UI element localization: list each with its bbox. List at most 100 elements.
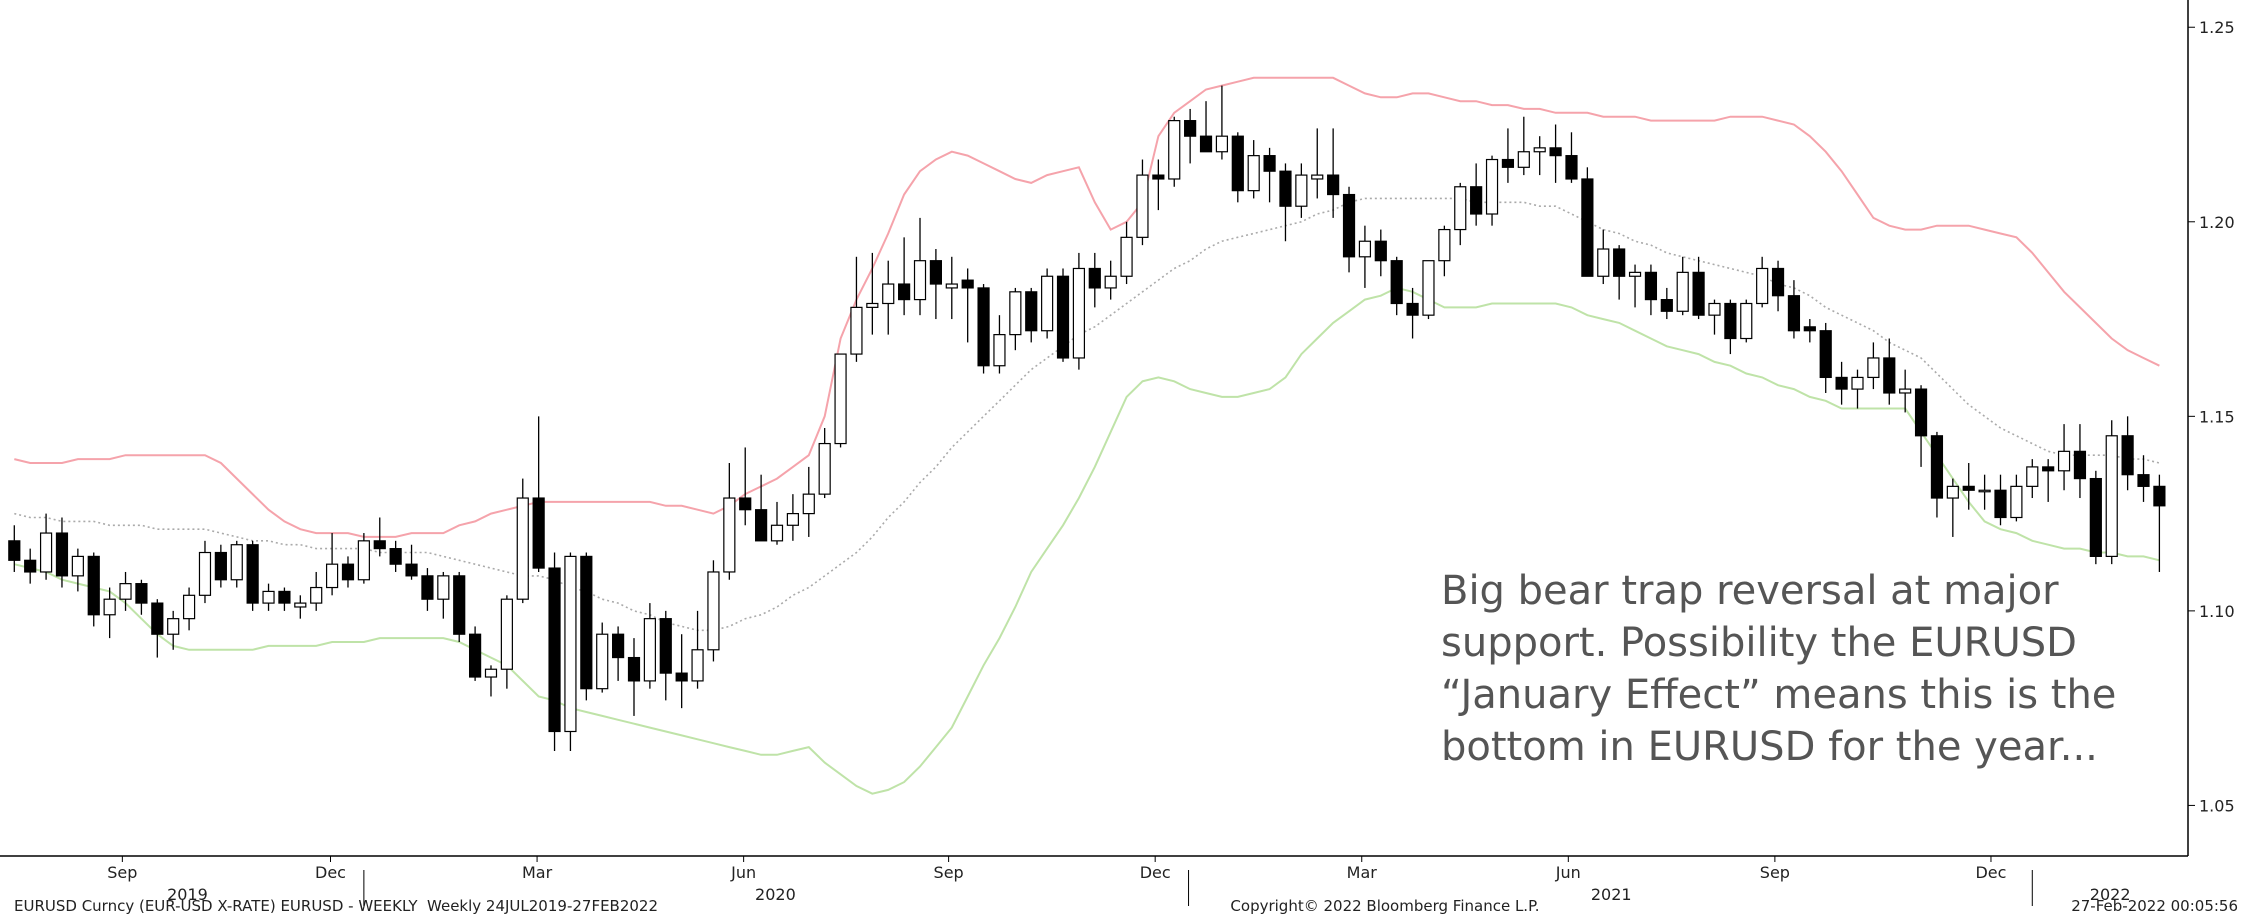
candle-body bbox=[341, 563, 355, 581]
candle-body bbox=[1835, 376, 1848, 390]
candle-body bbox=[1613, 248, 1626, 277]
x-tick-label: Sep bbox=[934, 863, 964, 882]
candle-body bbox=[1470, 186, 1483, 215]
candle-body bbox=[1946, 485, 1959, 499]
candle-body bbox=[882, 283, 895, 305]
year-label: 2021 bbox=[1591, 885, 1632, 904]
candle-body bbox=[500, 598, 513, 670]
candle-body bbox=[1914, 388, 1928, 437]
candle-body bbox=[1072, 267, 1086, 359]
candle-body bbox=[1899, 388, 1912, 394]
y-tick-label: 1.15 bbox=[2199, 407, 2235, 426]
candle-body bbox=[659, 618, 672, 674]
candle-body bbox=[866, 302, 879, 308]
candle-body bbox=[1025, 291, 1038, 332]
x-tick-label: Sep bbox=[107, 863, 137, 882]
x-tick-label: Mar bbox=[522, 863, 553, 882]
candle-body bbox=[802, 493, 815, 515]
candle-body bbox=[1422, 260, 1435, 316]
candle-body bbox=[913, 260, 927, 301]
candle-body bbox=[945, 283, 958, 289]
candle-body bbox=[1628, 271, 1642, 277]
candle-body bbox=[135, 583, 148, 604]
candle-body bbox=[977, 287, 990, 367]
x-tick-label: Mar bbox=[1347, 863, 1378, 882]
candle-body bbox=[1485, 158, 1499, 215]
candle-body bbox=[24, 559, 37, 573]
candle-body bbox=[453, 575, 466, 635]
footer-right: 27-Feb-2022 00:05:56 bbox=[2071, 897, 2238, 915]
candle-body bbox=[1771, 267, 1785, 297]
candle-body bbox=[1438, 228, 1451, 262]
candle-body bbox=[1851, 376, 1864, 390]
candle-body bbox=[961, 279, 974, 289]
candle-body bbox=[325, 563, 339, 589]
candle-body bbox=[1533, 147, 1546, 153]
candle-body bbox=[1231, 135, 1244, 192]
candle-body bbox=[1215, 135, 1229, 153]
y-tick-label: 1.10 bbox=[2199, 602, 2235, 621]
candle-body bbox=[707, 571, 720, 651]
candle-body bbox=[1088, 267, 1101, 289]
year-label: 2019 bbox=[167, 885, 208, 904]
candle-body bbox=[55, 532, 69, 577]
annotation-line: Big bear trap reversal at major bbox=[1441, 568, 2059, 614]
candle-body bbox=[1247, 155, 1260, 192]
candle-body bbox=[1787, 295, 1801, 332]
candle-body bbox=[1692, 271, 1705, 316]
candle-body bbox=[612, 633, 625, 659]
candle-body bbox=[310, 586, 323, 604]
candle-body bbox=[1184, 120, 1197, 137]
candle-body bbox=[278, 590, 291, 604]
candle-body bbox=[1136, 174, 1149, 238]
candle-body bbox=[230, 544, 243, 581]
candle-body bbox=[993, 334, 1006, 367]
candle-body bbox=[2089, 477, 2102, 558]
band-line bbox=[14, 76, 2160, 538]
candle-body bbox=[1883, 357, 1896, 394]
x-tick-label: Jun bbox=[1555, 863, 1581, 882]
candle-body bbox=[675, 672, 688, 682]
candle-body bbox=[1660, 299, 1673, 312]
candle-body bbox=[786, 512, 799, 526]
candle-body bbox=[834, 353, 847, 445]
candle-body bbox=[1104, 275, 1117, 289]
x-tick-label: Dec bbox=[315, 863, 346, 882]
candle-body bbox=[198, 551, 212, 596]
candle-body bbox=[1120, 236, 1133, 277]
x-tick-label: Jun bbox=[730, 863, 756, 882]
candle-body bbox=[87, 555, 100, 616]
y-tick-label: 1.25 bbox=[2199, 18, 2235, 37]
candle-body bbox=[1374, 240, 1387, 262]
candle-body bbox=[770, 524, 784, 542]
candle-body bbox=[850, 306, 863, 355]
candle-body bbox=[8, 540, 21, 561]
candle-body bbox=[1962, 485, 1975, 491]
candle-body bbox=[1565, 155, 1578, 180]
candle-body bbox=[2010, 485, 2023, 519]
candle-body bbox=[1056, 275, 1070, 359]
year-label: 2020 bbox=[755, 885, 796, 904]
candle-body bbox=[167, 618, 180, 635]
candle-body bbox=[1041, 275, 1054, 332]
candle-body bbox=[929, 260, 942, 285]
candle-body bbox=[1708, 302, 1721, 316]
candle-body bbox=[643, 618, 656, 682]
candle-body bbox=[2057, 450, 2071, 472]
y-tick-label: 1.20 bbox=[2199, 213, 2235, 232]
candle-body bbox=[1644, 271, 1658, 301]
candle-body bbox=[2073, 450, 2087, 480]
candle-body bbox=[39, 532, 53, 573]
x-tick-label: Dec bbox=[1140, 863, 1171, 882]
candle-body bbox=[580, 555, 593, 690]
candle-body bbox=[468, 633, 482, 678]
candle-body bbox=[1549, 147, 1562, 157]
candle-body bbox=[421, 575, 434, 600]
candle-body bbox=[405, 563, 418, 577]
candle-body bbox=[2153, 485, 2166, 507]
candle-body bbox=[484, 668, 498, 678]
candle-body bbox=[1358, 240, 1372, 258]
candle-body bbox=[1199, 135, 1213, 153]
candle-body bbox=[389, 548, 402, 565]
x-tick-label: Dec bbox=[1975, 863, 2006, 882]
